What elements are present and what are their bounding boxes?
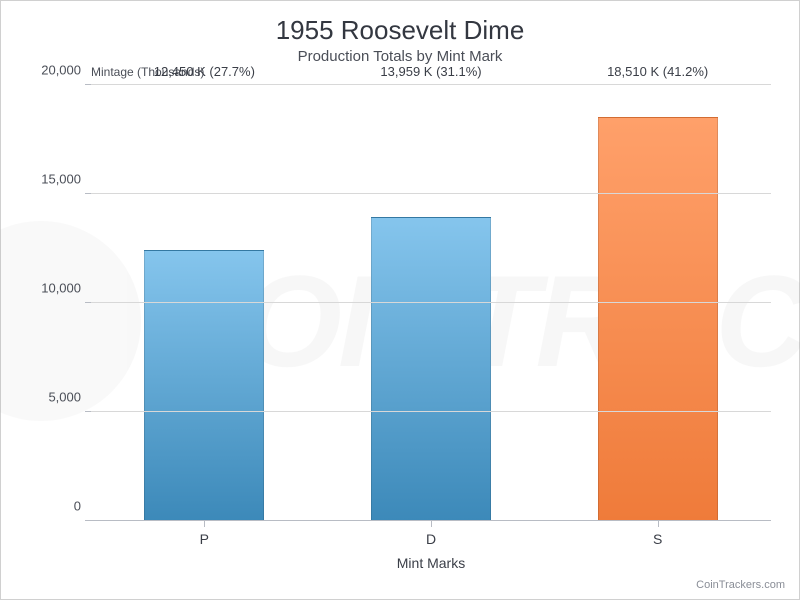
y-tick-label: 20,000 <box>11 63 81 78</box>
attribution: CoinTrackers.com <box>696 579 785 591</box>
chart-subtitle: Production Totals by Mint Mark <box>1 48 799 65</box>
bar-value-label: 18,510 K (41.2%) <box>607 64 708 79</box>
y-tick-mark <box>85 520 91 521</box>
y-tick-mark <box>85 302 91 303</box>
grid-line <box>91 193 771 194</box>
y-tick-label: 10,000 <box>11 281 81 296</box>
bar-p <box>144 250 264 521</box>
title-block: 1955 Roosevelt Dime Production Totals by… <box>1 1 799 65</box>
plot-area: 12,450 K (27.7%) P 13,959 K (31.1%) D 18… <box>91 85 771 521</box>
chart-title: 1955 Roosevelt Dime <box>1 15 799 46</box>
bar-slot: 18,510 K (41.2%) S <box>544 85 771 521</box>
grid-line <box>91 411 771 412</box>
bars-container: 12,450 K (27.7%) P 13,959 K (31.1%) D 18… <box>91 85 771 521</box>
y-tick-mark <box>85 84 91 85</box>
bar-value-label: 12,450 K (27.7%) <box>154 64 255 79</box>
y-tick-mark <box>85 193 91 194</box>
bar-value-label: 13,959 K (31.1%) <box>380 64 481 79</box>
grid-line <box>91 84 771 85</box>
y-tick-label: 15,000 <box>11 172 81 187</box>
y-tick-mark <box>85 411 91 412</box>
y-tick-label: 0 <box>11 499 81 514</box>
x-tick-label: S <box>653 531 662 547</box>
x-tick-label: P <box>200 531 209 547</box>
bar-slot: 12,450 K (27.7%) P <box>91 85 318 521</box>
bar-slot: 13,959 K (31.1%) D <box>318 85 545 521</box>
x-axis-label: Mint Marks <box>91 555 771 571</box>
x-tick-mark <box>658 521 659 527</box>
x-tick-mark <box>431 521 432 527</box>
bar-d <box>371 217 491 521</box>
x-axis-line <box>91 520 771 521</box>
y-tick-label: 5,000 <box>11 390 81 405</box>
x-tick-mark <box>204 521 205 527</box>
grid-line <box>91 302 771 303</box>
x-tick-label: D <box>426 531 436 547</box>
bar-s <box>598 117 718 521</box>
